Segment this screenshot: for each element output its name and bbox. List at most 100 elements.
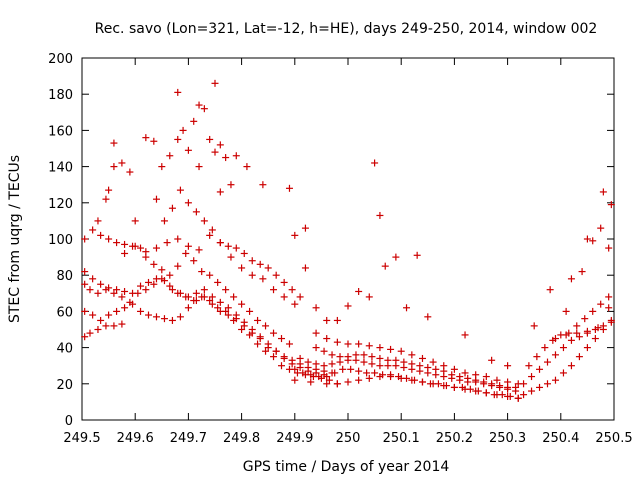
data-point [264, 344, 272, 352]
y-tick-label: 0 [65, 414, 73, 429]
data-point [179, 126, 187, 134]
plot-frame [81, 57, 615, 421]
data-point [562, 331, 570, 339]
data-point [432, 365, 440, 373]
data-point [192, 208, 200, 216]
data-point [97, 280, 105, 288]
data-point [589, 237, 597, 245]
data-point [174, 88, 182, 96]
data-point [270, 353, 278, 361]
data-point [368, 353, 376, 361]
x-tick-label: 250.2 [436, 431, 473, 446]
data-point [168, 286, 176, 294]
data-point [264, 264, 272, 272]
data-point [285, 340, 293, 348]
data-point [168, 204, 176, 212]
data-point [440, 382, 448, 390]
data-point [605, 244, 613, 252]
data-point [583, 235, 591, 243]
data-point [599, 322, 607, 330]
chart-title: Rec. savo (Lon=321, Lat=-12, h=HE), days… [95, 21, 598, 37]
data-point [200, 105, 208, 113]
data-point [296, 354, 304, 362]
data-point [323, 380, 331, 388]
data-point [408, 351, 416, 359]
data-point [214, 304, 222, 312]
data-point [121, 287, 129, 295]
data-point [168, 316, 176, 324]
data-point [288, 356, 296, 364]
x-tick-label: 250.5 [595, 431, 632, 446]
data-point [89, 275, 97, 283]
data-point [110, 289, 118, 297]
data-point [152, 275, 160, 283]
data-point [482, 373, 490, 381]
x-tick-label: 249.5 [63, 431, 100, 446]
data-point [113, 307, 121, 315]
data-point [408, 360, 416, 368]
data-point [160, 315, 168, 323]
data-point [371, 369, 379, 377]
x-tick-label: 249.6 [117, 431, 154, 446]
data-point [198, 268, 206, 276]
data-point [461, 331, 469, 339]
x-tick-label: 249.7 [170, 431, 207, 446]
data-point [331, 369, 339, 377]
data-point [288, 286, 296, 294]
data-point [520, 391, 528, 399]
data-point [211, 148, 219, 156]
data-point [562, 307, 570, 315]
data-point [238, 264, 246, 272]
data-point [206, 297, 214, 305]
data-point [176, 186, 184, 194]
data-point [472, 387, 480, 395]
data-point [94, 326, 102, 333]
data-point [456, 373, 464, 381]
data-point [464, 374, 472, 382]
data-point [208, 226, 216, 234]
data-point [121, 240, 129, 248]
data-point [365, 293, 373, 301]
data-point [129, 289, 137, 297]
data-point [304, 358, 312, 366]
data-point [270, 286, 278, 294]
data-point [387, 373, 395, 381]
data-point [450, 365, 458, 373]
data-point [355, 367, 363, 375]
data-point [184, 293, 192, 301]
data-point [416, 362, 424, 370]
data-point [291, 365, 299, 373]
data-point [488, 380, 496, 388]
data-point [129, 300, 137, 308]
data-point [418, 354, 426, 362]
data-point [208, 293, 216, 301]
data-point [536, 383, 544, 391]
data-point [333, 380, 341, 388]
data-point [472, 371, 480, 379]
data-point [387, 345, 395, 353]
data-point [238, 326, 246, 333]
data-point [278, 335, 285, 343]
data-point [121, 249, 129, 257]
y-tick-label: 60 [56, 305, 73, 320]
data-point [559, 344, 567, 352]
x-tick-labels: 249.5 249.6 249.7 249.8 249.9 250 250.1 250.2 25… [63, 431, 632, 446]
data-point [192, 289, 200, 297]
data-point [224, 242, 232, 250]
data-point [504, 378, 512, 386]
data-point [262, 322, 270, 330]
data-point [81, 333, 89, 341]
data-point [504, 392, 512, 400]
data-point [174, 262, 182, 270]
data-point [347, 365, 355, 373]
data-point [110, 139, 118, 147]
data-point [482, 389, 490, 397]
data-point [551, 335, 559, 343]
data-point [323, 335, 331, 343]
data-point [145, 278, 152, 286]
data-point [424, 313, 432, 321]
data-point [360, 351, 368, 359]
data-point [174, 135, 182, 143]
data-point [89, 311, 97, 319]
